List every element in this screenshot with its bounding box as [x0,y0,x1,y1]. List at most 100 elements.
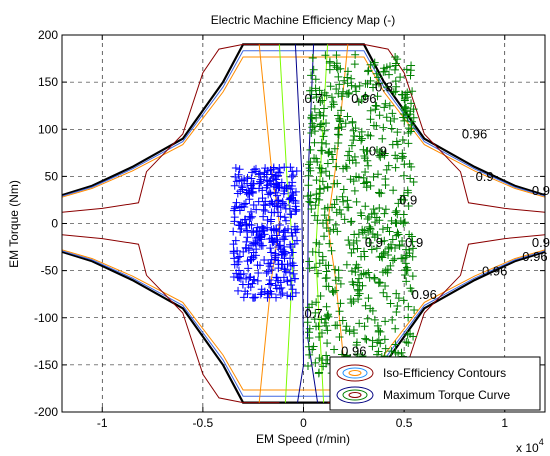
operating-point-green [355,132,364,141]
operating-point-green [357,252,366,261]
operating-point-green [325,239,334,248]
contour-envelope-blue-upper [61,50,546,197]
operating-point-blue [230,213,239,222]
contour-label: 0.96 [412,287,437,302]
operating-point-green [332,63,341,72]
operating-point-blue [273,181,282,190]
operating-point-green [341,326,350,335]
operating-point-green [390,65,399,74]
operating-point-green [368,342,377,351]
operating-point-green [320,204,329,213]
operating-point-green [408,252,417,261]
operating-point-green [311,75,320,84]
operating-point-green [361,334,370,343]
operating-point-green [333,321,342,330]
operating-point-green [371,105,380,114]
operating-point-green [316,97,325,106]
operating-point-green [379,249,388,258]
operating-point-green [382,113,391,122]
operating-point-blue [232,177,241,186]
operating-point-green [308,53,317,62]
operating-point-blue [262,269,271,278]
operating-point-green [306,145,315,154]
operating-point-green [353,285,362,294]
operating-point-blue [275,241,284,250]
operating-point-green [369,205,378,214]
operating-point-blue [274,168,283,177]
operating-point-green [360,152,369,161]
operating-point-blue [251,238,260,247]
operating-point-green [323,339,332,348]
operating-point-blue [290,239,299,248]
operating-point-green [379,288,388,297]
operating-point-blue [280,226,289,235]
operating-point-green [375,278,384,287]
operating-point-green [304,171,313,180]
x-tick-label: -0.5 [193,416,214,430]
operating-point-blue [242,244,251,253]
operating-point-green [308,111,317,120]
operating-point-blue [265,188,274,197]
operating-point-green [350,329,359,338]
y-axis-label: EM Torque (Nm) [7,180,21,268]
operating-point-green [405,245,414,254]
legend-icon-contours [336,364,374,382]
operating-point-green [346,175,355,184]
operating-point-blue [275,227,284,236]
operating-point-green [345,88,354,97]
operating-point-green [362,335,371,344]
operating-point-green [354,274,363,283]
operating-point-blue [233,253,242,262]
operating-point-blue [229,227,238,236]
operating-point-green [320,232,329,241]
operating-point-green [324,310,333,319]
operating-point-green [394,294,403,303]
operating-point-blue [289,171,298,180]
max-torque-curve-upper [61,43,546,197]
operating-point-green [343,67,352,76]
operating-point-blue [252,233,261,242]
operating-point-green [399,296,408,305]
operating-point-green [334,266,343,275]
operating-point-blue [235,165,244,174]
operating-point-green [327,93,336,102]
operating-point-blue [243,190,252,199]
operating-point-blue [256,177,265,186]
operating-point-blue [250,275,259,284]
operating-point-green [308,123,317,132]
operating-point-green [386,117,395,126]
operating-point-blue [242,220,251,229]
operating-point-green [312,298,321,307]
operating-point-blue [263,293,272,302]
operating-point-green [398,135,407,144]
operating-point-green [361,301,370,310]
operating-point-blue [292,206,301,215]
operating-point-green [326,227,335,236]
operating-point-green [317,138,326,147]
operating-point-blue [260,287,269,296]
operating-point-green [322,139,331,148]
operating-point-green [353,244,362,253]
operating-point-green [349,177,358,186]
operating-point-blue [270,208,279,217]
operating-point-green [373,321,382,330]
operating-point-blue [262,183,271,192]
iso-efficiency-contour-green-left [278,44,294,403]
operating-point-green [374,170,383,179]
operating-point-green [324,149,333,158]
operating-point-blue [250,165,259,174]
operating-point-green [362,233,371,242]
operating-point-green [332,51,341,60]
operating-point-green [308,300,317,309]
operating-point-blue [265,276,274,285]
operating-point-green [381,281,390,290]
operating-point-green [352,87,361,96]
operating-point-blue [272,284,281,293]
operating-point-green [335,114,344,123]
operating-point-blue [247,174,256,183]
operating-point-blue [290,222,299,231]
operating-point-green [354,97,363,106]
operating-point-green [350,60,359,69]
operating-point-blue [267,170,276,179]
